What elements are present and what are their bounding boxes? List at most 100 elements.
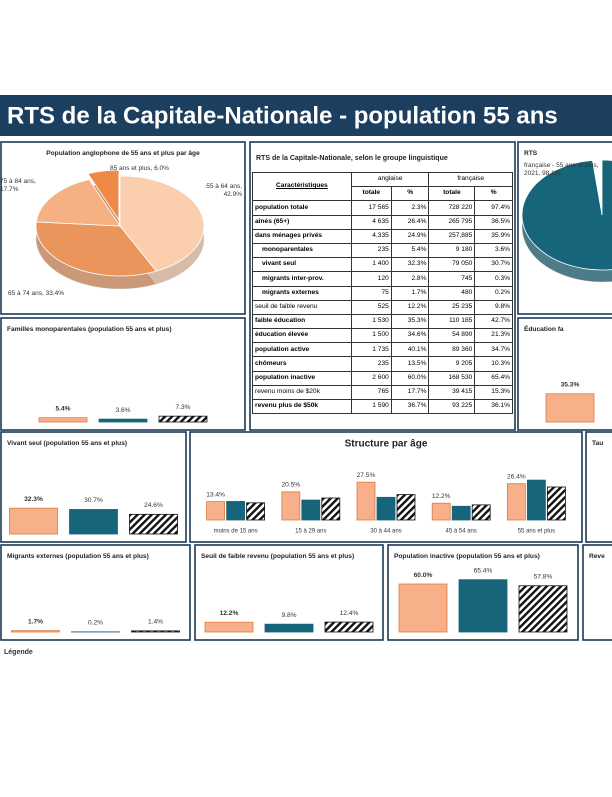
table-cell: 0.2%: [475, 286, 513, 300]
page-title: RTS de la Capitale-Nationale - populatio…: [7, 102, 558, 129]
value-label: 1.4%: [148, 619, 163, 626]
value-label: 26.4%: [507, 473, 526, 480]
slice-label: 75 à 84 ans, 17.7%: [0, 178, 55, 194]
table-cell: 75: [351, 286, 391, 300]
table-cell: 265 795: [429, 215, 475, 229]
value-label: 20.5%: [281, 482, 300, 489]
bar: [130, 514, 178, 534]
chart-title: Reve: [589, 553, 605, 560]
chart-title: Familles monoparentales (population 55 a…: [7, 326, 172, 333]
table-cell: 10.3%: [475, 357, 513, 371]
table-cell: dans ménages privés: [253, 229, 352, 243]
legend-title: Légende: [4, 649, 33, 656]
table-cell: 17 565: [351, 201, 391, 215]
subheader-cell: %: [475, 187, 513, 201]
value-label: 32.3%: [24, 496, 43, 503]
chart-title: Tau: [592, 440, 603, 447]
bar: [282, 492, 300, 520]
header-cell: anglaise: [351, 173, 429, 187]
table-cell: 9 180: [429, 243, 475, 257]
value-label: 9.8%: [281, 612, 296, 619]
table-cell: 257,885: [429, 229, 475, 243]
table-cell: 1.7%: [391, 286, 429, 300]
label-holder: 85 ans et plus, 6.0%: [110, 165, 200, 189]
slice-label: française - 55 ans et plus, 2021, 98.1%: [524, 162, 610, 178]
value-label: 12.4%: [340, 610, 359, 617]
table-cell: 93 225: [429, 400, 475, 414]
panel: [586, 432, 612, 542]
table-cell: 235: [351, 243, 391, 257]
table-cell: population totale: [253, 201, 352, 215]
table-cell: 1 735: [351, 343, 391, 357]
value-label: 27.5%: [357, 472, 376, 479]
x-tick-label: 45 à 54 ans: [446, 529, 477, 535]
table-cell: 1 590: [351, 400, 391, 414]
value-label: 3.6%: [115, 407, 130, 414]
value-label: 35.3%: [561, 382, 580, 389]
subheader-cell: totale: [351, 187, 391, 201]
table-cell: 1 500: [351, 329, 391, 343]
table-cell: 2.8%: [391, 272, 429, 286]
chart-title: Migrants externes (population 55 ans et …: [7, 553, 149, 560]
value-label: 57.8%: [534, 574, 553, 581]
bar: [70, 509, 118, 534]
table-cell: 97.4%: [475, 201, 513, 215]
table-cell: revenu plus de $50k: [253, 400, 352, 414]
table-cell: 42.7%: [475, 314, 513, 328]
bar: [207, 502, 225, 520]
bar: [159, 416, 207, 422]
table-cell: 728 220: [429, 201, 475, 215]
table-cell: 24.9%: [391, 229, 429, 243]
header-cell: Caractéristiques: [253, 173, 352, 201]
table-cell: 4 635: [351, 215, 391, 229]
bar: [12, 631, 60, 632]
table-cell: 65.4%: [475, 371, 513, 385]
bar: [325, 622, 373, 632]
slice-label: 85 ans et plus, 6.0%: [110, 165, 200, 173]
table-cell: 17.7%: [391, 385, 429, 399]
slice-label: 65 à 74 ans, 33.4%: [8, 290, 98, 298]
chart-title: RTS: [524, 150, 538, 157]
bar: [399, 584, 447, 632]
table-cell: 36.7%: [391, 400, 429, 414]
value-label: 1.7%: [28, 618, 43, 625]
table-cell: 25 235: [429, 300, 475, 314]
chart-title: Population inactive (population 55 ans e…: [394, 553, 540, 560]
x-tick-label: 15 à 29 ans: [295, 529, 326, 535]
table-cell: faible éducation: [253, 314, 352, 328]
bar: [99, 419, 147, 422]
label-holder: française - 55 ans et plus, 2021, 98.1%: [524, 162, 610, 186]
subheader-cell: totale: [429, 187, 475, 201]
table-cell: seuil de faible revenu: [253, 300, 352, 314]
table-cell: 13.5%: [391, 357, 429, 371]
bar: [205, 622, 253, 632]
table-cell: 5.4%: [391, 243, 429, 257]
bar: [546, 394, 594, 422]
label-holder: 75 à 84 ans, 17.7%: [0, 178, 55, 202]
table-cell: 1 400: [351, 258, 391, 272]
table-cell: 120: [351, 272, 391, 286]
table-wrap: RTS de la Capitale-Nationale, selon le g…: [252, 144, 513, 414]
bar: [377, 497, 395, 520]
table-cell: 745: [429, 272, 475, 286]
subheader-cell: %: [391, 187, 429, 201]
value-label: 12.2%: [220, 610, 239, 617]
value-label: 5.4%: [55, 405, 70, 412]
bar: [507, 484, 525, 520]
bar: [247, 503, 265, 520]
bar: [302, 500, 320, 520]
bar: [10, 508, 58, 534]
table-cell: 765: [351, 385, 391, 399]
table-cell: 525: [351, 300, 391, 314]
